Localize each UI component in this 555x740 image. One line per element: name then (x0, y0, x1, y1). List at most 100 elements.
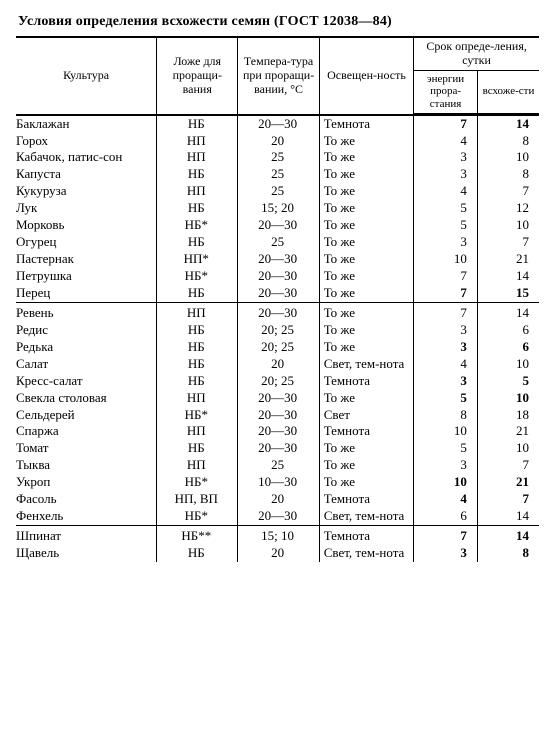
col-culture: Культура (16, 37, 157, 113)
cell: То же (319, 133, 413, 150)
cell: 21 (477, 251, 539, 268)
cell: Кабачок, патис-сон (16, 149, 157, 166)
table-row: Кресс-салатНБ20; 25Темнота35 (16, 373, 539, 390)
cell: 20; 25 (238, 322, 319, 339)
cell: То же (319, 457, 413, 474)
cell: 5 (414, 217, 478, 234)
cell: 14 (477, 115, 539, 133)
cell: НБ* (157, 217, 238, 234)
cell: 20—30 (238, 440, 319, 457)
cell: 20; 25 (238, 373, 319, 390)
cell: 4 (414, 491, 478, 508)
cell: Петрушка (16, 268, 157, 285)
cell: Свет, тем-нота (319, 508, 413, 525)
cell: То же (319, 166, 413, 183)
table-row: СельдерейНБ*20—30Свет818 (16, 407, 539, 424)
cell: 20—30 (238, 390, 319, 407)
cell: 10 (477, 149, 539, 166)
col-light: Освещен-ность (319, 37, 413, 113)
cell: 7 (477, 457, 539, 474)
cell: Салат (16, 356, 157, 373)
cell: 20; 25 (238, 339, 319, 356)
cell: Шпинат (16, 526, 157, 545)
cell: То же (319, 149, 413, 166)
cell: 8 (477, 133, 539, 150)
cell: 20—30 (238, 251, 319, 268)
cell: 4 (414, 356, 478, 373)
cell: НП* (157, 251, 238, 268)
cell: НП, ВП (157, 491, 238, 508)
cell: НБ* (157, 508, 238, 525)
cell: То же (319, 234, 413, 251)
cell: 18 (477, 407, 539, 424)
cell: 10 (414, 474, 478, 491)
table-row: ПастернакНП*20—30То же1021 (16, 251, 539, 268)
cell: 20—30 (238, 302, 319, 321)
table-row: РедькаНБ20; 25То же36 (16, 339, 539, 356)
cell: 5 (414, 390, 478, 407)
cell: 7 (477, 491, 539, 508)
cell: 21 (477, 423, 539, 440)
cell: 5 (414, 440, 478, 457)
cell: То же (319, 390, 413, 407)
cell: 4 (414, 133, 478, 150)
cell: 8 (477, 545, 539, 562)
cell: 14 (477, 268, 539, 285)
cell: Фенхель (16, 508, 157, 525)
page: Условия определения всхожести семян (ГОС… (0, 0, 555, 740)
col-vs: всхоже-сти (477, 70, 539, 113)
cell: Темнота (319, 373, 413, 390)
table-row: ЩавельНБ20Свет, тем-нота38 (16, 545, 539, 562)
cell: 3 (414, 339, 478, 356)
cell: НБ (157, 322, 238, 339)
cell: То же (319, 440, 413, 457)
cell: 25 (238, 149, 319, 166)
cell: 25 (238, 234, 319, 251)
cell: 14 (477, 526, 539, 545)
cell: 25 (238, 166, 319, 183)
cell: 20 (238, 356, 319, 373)
table-row: ПерецНБ20—30То же715 (16, 285, 539, 302)
cell: Тыква (16, 457, 157, 474)
cell: НБ (157, 356, 238, 373)
table-row: ТыкваНП25То же37 (16, 457, 539, 474)
cell: НБ (157, 440, 238, 457)
cell: 20—30 (238, 268, 319, 285)
cell: То же (319, 251, 413, 268)
cell: Темнота (319, 115, 413, 133)
cell: 15 (477, 285, 539, 302)
table-row: КукурузаНП25То же47 (16, 183, 539, 200)
cell: 8 (414, 407, 478, 424)
cell: Пастернак (16, 251, 157, 268)
cell: 20—30 (238, 508, 319, 525)
cell: НБ* (157, 474, 238, 491)
cell: 6 (414, 508, 478, 525)
col-temp: Темпера-тура при проращи-вании, °С (238, 37, 319, 113)
cell: Горох (16, 133, 157, 150)
cell: Баклажан (16, 115, 157, 133)
cell: НП (157, 423, 238, 440)
col-bed: Ложе для проращи-вания (157, 37, 238, 113)
cell: 3 (414, 149, 478, 166)
col-period-group: Срок опреде-ления, сутки (414, 37, 539, 70)
cell: НП (157, 149, 238, 166)
cell: НБ (157, 339, 238, 356)
cell: Морковь (16, 217, 157, 234)
cell: 20—30 (238, 423, 319, 440)
cell: 10 (477, 217, 539, 234)
cell: То же (319, 322, 413, 339)
cell: НБ (157, 234, 238, 251)
cell: 10 (414, 423, 478, 440)
cell: НП (157, 183, 238, 200)
table-row: ЛукНБ15; 20То же512 (16, 200, 539, 217)
cell: НБ* (157, 268, 238, 285)
cell: 20 (238, 491, 319, 508)
cell: Щавель (16, 545, 157, 562)
cell: 7 (414, 526, 478, 545)
cell: То же (319, 183, 413, 200)
cell: Свет, тем-нота (319, 356, 413, 373)
cell: 14 (477, 302, 539, 321)
cell: 20—30 (238, 285, 319, 302)
cell: НБ (157, 166, 238, 183)
cell: НП (157, 133, 238, 150)
